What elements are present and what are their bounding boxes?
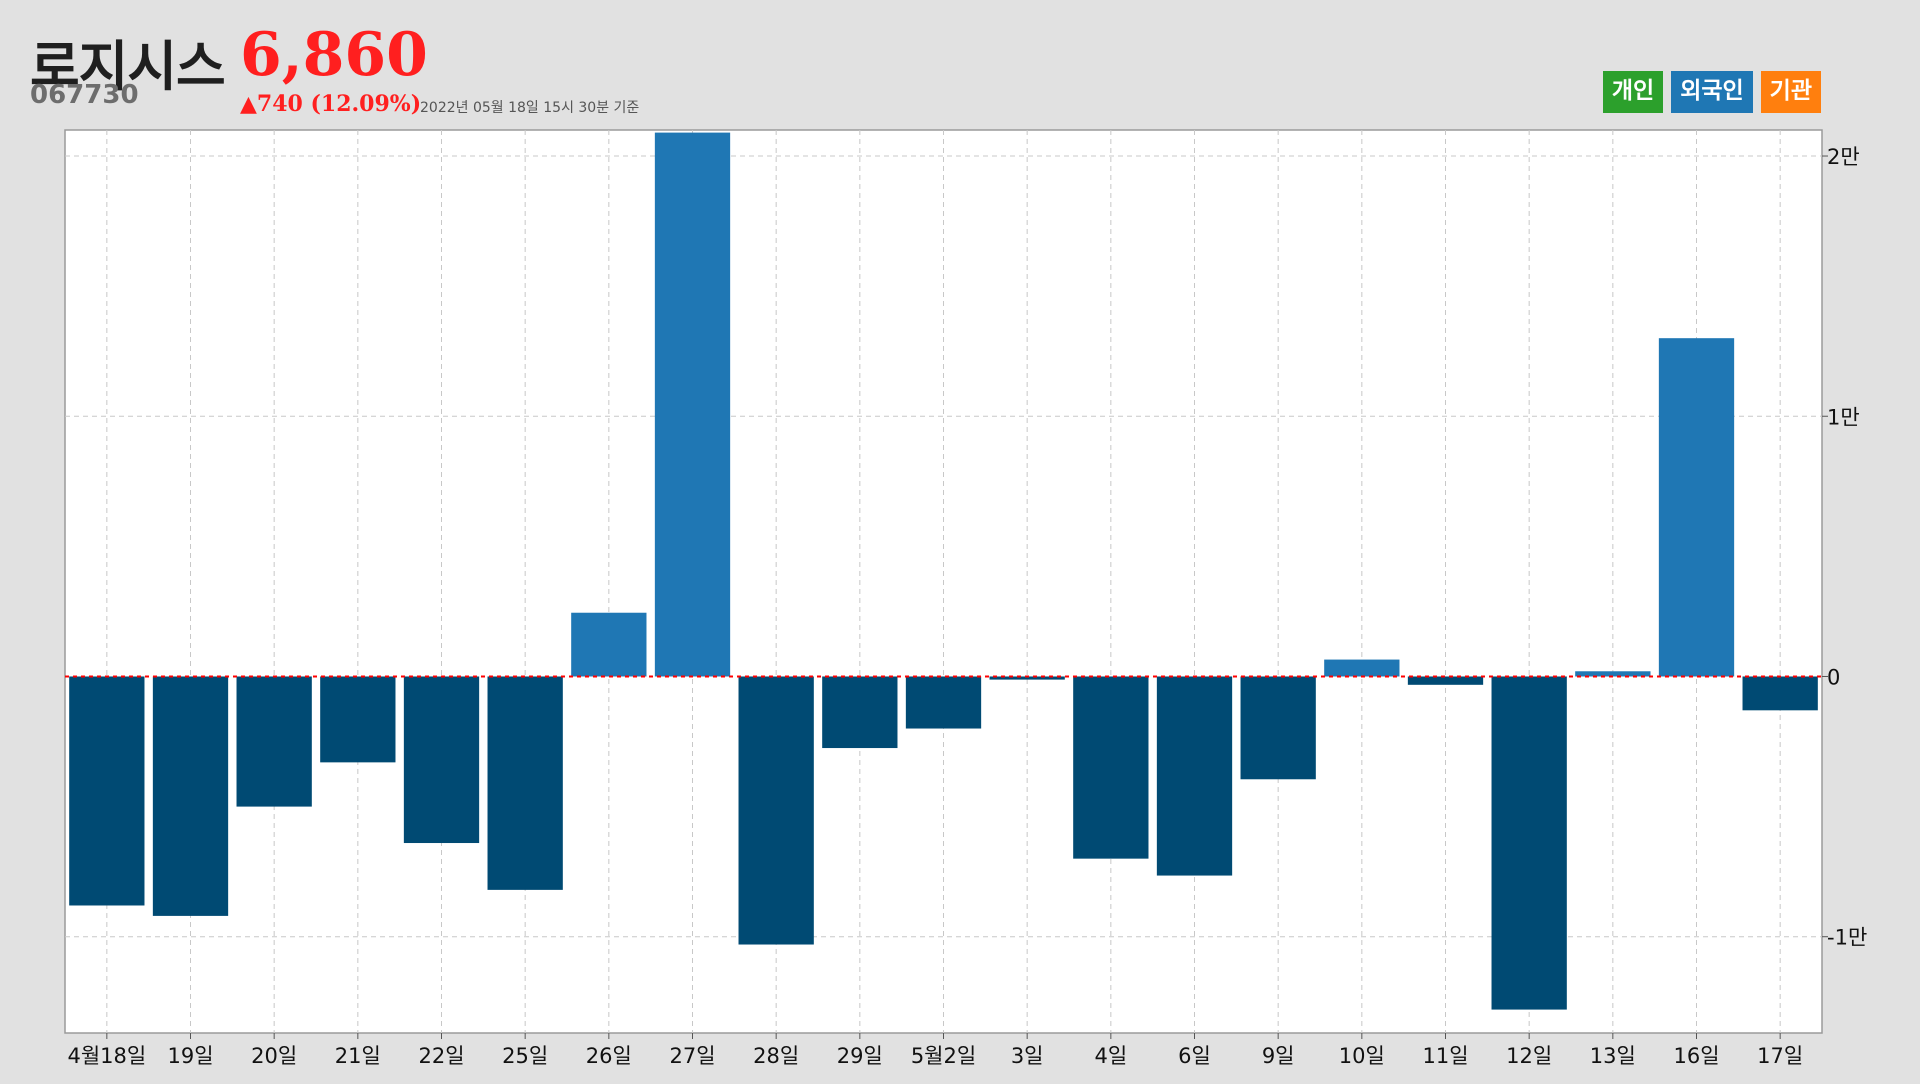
stock-name: 로지시스	[30, 35, 226, 98]
bar	[152, 676, 229, 916]
bar	[1407, 676, 1484, 685]
x-tick-label: 22일	[418, 1044, 464, 1068]
bar	[1491, 676, 1567, 1010]
bar	[1742, 676, 1818, 711]
x-tick-label: 27일	[669, 1044, 715, 1068]
x-tick-label: 29일	[837, 1044, 883, 1068]
bar	[1658, 338, 1735, 677]
x-tick-label: 26일	[586, 1044, 632, 1068]
legend-institution[interactable]: 기관	[1760, 71, 1821, 113]
x-tick-label: 3일	[1011, 1044, 1044, 1068]
bar	[654, 132, 731, 677]
x-tick-label: 17일	[1757, 1044, 1803, 1068]
y-tick-label: -1만	[1827, 926, 1867, 950]
x-tick-label: 4월18일	[67, 1044, 146, 1068]
bar	[1324, 659, 1400, 677]
bar	[236, 676, 312, 807]
x-tick-label: 13일	[1590, 1044, 1636, 1068]
x-tick-label: 12일	[1506, 1044, 1552, 1068]
legend: 개인 외국인 기관	[1602, 71, 1821, 113]
x-tick-label: 16일	[1673, 1044, 1719, 1068]
current-price: 6,860	[240, 20, 428, 90]
bar	[738, 676, 814, 945]
x-tick-label: 25일	[502, 1044, 548, 1068]
x-tick-label: 10일	[1339, 1044, 1385, 1068]
bar	[1073, 676, 1149, 859]
bar	[1156, 676, 1233, 876]
x-tick-label: 20일	[251, 1044, 297, 1068]
stock-code: 067730	[30, 80, 139, 110]
bar	[1240, 676, 1316, 780]
x-tick-label: 19일	[167, 1044, 213, 1068]
legend-foreign[interactable]: 외국인	[1671, 71, 1753, 113]
y-tick-label: 1만	[1827, 405, 1860, 429]
bar	[905, 676, 982, 729]
bar	[571, 612, 647, 677]
x-tick-label: 4일	[1094, 1044, 1127, 1068]
timestamp: 2022년 05월 18일 15시 30분 기준	[420, 100, 640, 116]
x-tick-label: 11일	[1422, 1044, 1468, 1068]
y-tick-label: 0	[1827, 665, 1840, 689]
x-tick-label: 21일	[335, 1044, 381, 1068]
bar	[69, 676, 145, 906]
bar	[403, 676, 480, 844]
bar	[320, 676, 396, 763]
bar	[487, 676, 563, 890]
legend-individual[interactable]: 개인	[1602, 71, 1664, 113]
bar	[989, 676, 1065, 680]
bar	[822, 676, 898, 749]
x-tick-label: 6일	[1178, 1044, 1211, 1068]
y-tick-label: 2만	[1827, 145, 1860, 169]
x-tick-label: 9일	[1262, 1044, 1295, 1068]
x-tick-label: 28일	[753, 1044, 799, 1068]
price-change: ▲740 (12.09%)	[240, 91, 422, 117]
bar	[1575, 671, 1651, 677]
x-tick-label: 5월2일	[911, 1044, 976, 1068]
